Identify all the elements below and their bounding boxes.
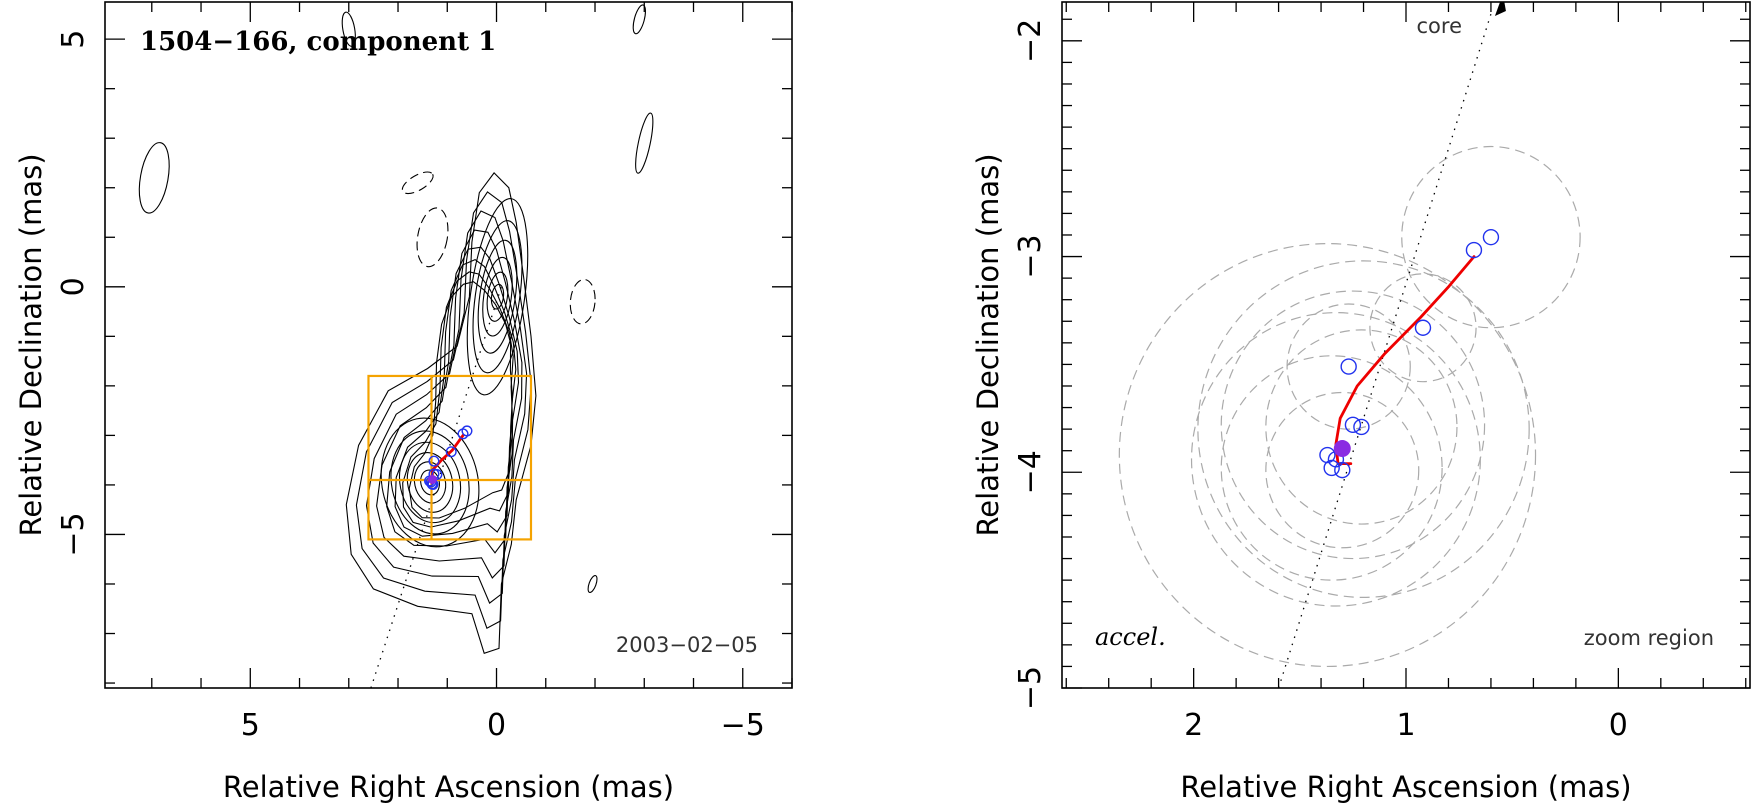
negative-contour-2 xyxy=(569,278,596,325)
contour-outer-0 xyxy=(345,172,537,654)
right-component-position xyxy=(1344,416,1362,434)
right-y-axis-label: Relative Declination (mas) xyxy=(971,153,1005,536)
right-y-tick-label: −3 xyxy=(1013,234,1048,278)
right-component-position xyxy=(1414,319,1432,336)
contour-outer-1 xyxy=(355,191,532,629)
contour-outer-3 xyxy=(376,229,523,579)
component-contour-1 xyxy=(390,430,470,535)
right-component-position xyxy=(1353,418,1370,436)
right-y-tick-label: −5 xyxy=(1013,666,1048,710)
isolated-contour-2 xyxy=(635,112,654,174)
error-circle xyxy=(1220,290,1486,560)
zoom-region-box xyxy=(367,374,533,541)
left-x-tick-label: 5 xyxy=(241,708,260,743)
left-panel-title: 1504−166, component 1 xyxy=(140,27,496,57)
left-y-axis-label: Relative Declination (mas) xyxy=(14,153,48,536)
right-y-tick-label: −2 xyxy=(1013,19,1048,63)
component-contour-0 xyxy=(380,417,480,548)
zoom-region-label: zoom region xyxy=(1584,626,1714,650)
error-circle xyxy=(1265,391,1420,549)
error-circle xyxy=(1401,145,1581,329)
right-mean-position xyxy=(1333,440,1351,458)
right-component-position xyxy=(1340,358,1357,375)
isolated-contour-3 xyxy=(632,4,647,35)
right-component-position xyxy=(1482,228,1500,246)
left-axes-frame xyxy=(104,1,793,689)
core-contour-1 xyxy=(472,220,523,374)
left-component-position xyxy=(428,455,440,467)
isolated-contour-0 xyxy=(138,142,170,214)
contour-outer-5 xyxy=(394,258,517,537)
left-x-axis-label: Relative Right Ascension (mas) xyxy=(223,770,674,804)
negative-contour-1 xyxy=(416,207,449,268)
core-label: core xyxy=(1417,14,1463,38)
right-x-tick-label: 0 xyxy=(1609,708,1628,743)
core-contour-2 xyxy=(477,239,518,354)
error-circle xyxy=(1190,312,1481,607)
right-component-position xyxy=(1323,459,1340,477)
isolated-contour-4 xyxy=(587,574,598,593)
error-circle xyxy=(1197,260,1530,598)
right-accel-track xyxy=(1334,255,1476,465)
left-y-tick-label: 0 xyxy=(56,277,91,296)
component-contour-2 xyxy=(398,441,462,524)
left-mean-position xyxy=(427,474,437,484)
left-x-tick-label: 0 xyxy=(487,708,506,743)
left-component-position xyxy=(445,446,457,458)
core-contour-5 xyxy=(490,283,505,310)
left-plot-area xyxy=(138,4,654,688)
right-x-tick-label: 2 xyxy=(1184,708,1203,743)
error-circle xyxy=(1118,243,1537,668)
contour-outer-6 xyxy=(402,271,514,528)
error-circle xyxy=(1369,273,1477,383)
core-contour-0 xyxy=(466,197,529,396)
isolated-contour-1 xyxy=(341,11,356,47)
core-direction-arrow xyxy=(1494,2,1506,16)
core-contour-4 xyxy=(486,271,509,322)
right-ridge-line xyxy=(1277,13,1492,688)
epoch-label: 2003−02−05 xyxy=(616,633,758,657)
fit-model-label: accel. xyxy=(1095,623,1166,651)
error-circle xyxy=(1286,303,1411,430)
negative-contour-0 xyxy=(401,171,434,195)
right-axes-frame xyxy=(1061,1,1751,689)
left-y-tick-label: −5 xyxy=(56,512,91,556)
component-contour-3 xyxy=(406,452,454,513)
right-x-axis-label: Relative Right Ascension (mas) xyxy=(1180,770,1631,804)
right-x-tick-label: 1 xyxy=(1396,708,1415,743)
core-contour-3 xyxy=(482,256,513,337)
right-component-position xyxy=(1465,241,1483,259)
error-circle xyxy=(1265,329,1458,525)
left-x-tick-label: −5 xyxy=(721,708,765,743)
right-plot-area xyxy=(1118,2,1581,688)
contour-outer-7 xyxy=(408,281,514,519)
right-y-tick-label: −4 xyxy=(1013,450,1048,494)
left-component-position xyxy=(461,425,473,437)
left-y-tick-label: 5 xyxy=(56,30,91,49)
